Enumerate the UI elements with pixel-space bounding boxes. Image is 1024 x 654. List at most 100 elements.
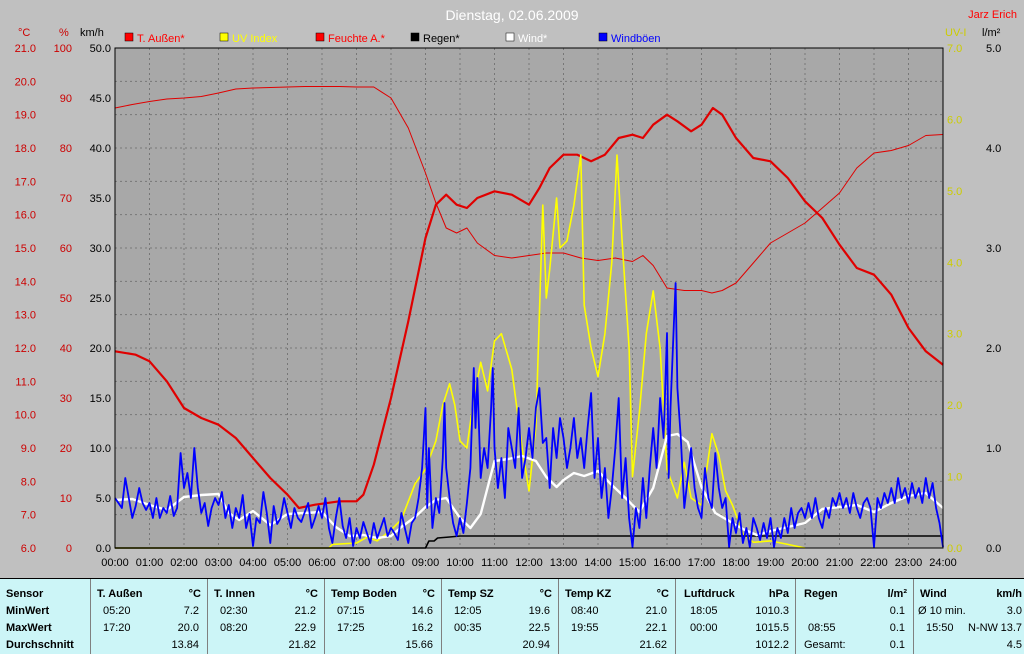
temp-tick-label: 19.0: [15, 110, 36, 122]
min-time: 02:30: [220, 605, 248, 617]
wind-tick-label: 30.0: [90, 243, 111, 255]
temp-tick-label: 16.0: [15, 210, 36, 222]
temp-tick-label: 6.0: [21, 543, 36, 555]
x-tick-label: 07:00: [343, 557, 371, 569]
temp-tick-label: 10.0: [15, 410, 36, 422]
humidity-tick-label: 80: [60, 143, 72, 155]
legend-swatch: [410, 32, 420, 42]
x-tick-label: 22:00: [860, 557, 888, 569]
min-value: 19.6: [528, 605, 550, 617]
x-tick-label: 14:00: [584, 557, 612, 569]
stats-unit: °C: [539, 588, 552, 600]
rain-tick-label: 4.0: [986, 143, 1001, 155]
legend-label: UV Index: [232, 33, 278, 45]
wind-tick-label: 5.0: [96, 493, 111, 505]
humidity-tick-label: 0: [66, 543, 72, 555]
uv-tick-label: 7.0: [947, 43, 962, 55]
total-value: 0.1: [889, 639, 905, 651]
rain-tick-label: 0.0: [986, 543, 1001, 555]
temp-tick-label: 8.0: [21, 476, 36, 488]
wind-tick-label: 25.0: [90, 293, 111, 305]
max-value: 16.2: [411, 622, 433, 634]
series-line-windböen: [114, 282, 944, 548]
max-time: 08:20: [220, 622, 248, 634]
min-time: 12:05: [454, 605, 482, 617]
humidity-tick-label: 30: [60, 393, 72, 405]
rain-axis-label: l/m²: [982, 27, 1001, 39]
max-direction: N-NW: [968, 622, 998, 634]
x-tick-label: 01:00: [136, 557, 164, 569]
min-value: 7.2: [183, 605, 199, 617]
temp-tick-label: 20.0: [15, 76, 36, 88]
wind-tick-label: 0.0: [96, 543, 111, 555]
avg-value: 1012.2: [755, 639, 789, 651]
min-value: 1010.3: [755, 605, 789, 617]
x-tick-label: 23:00: [895, 557, 923, 569]
max-time: 17:25: [337, 622, 365, 634]
x-tick-label: 03:00: [205, 557, 233, 569]
author-label: Jarz Erich: [968, 9, 1017, 21]
x-tick-label: 10:00: [446, 557, 474, 569]
legend-label: T. Außen*: [137, 33, 185, 45]
x-tick-label: 17:00: [688, 557, 716, 569]
humidity-tick-label: 50: [60, 293, 72, 305]
avg-value: 21.62: [639, 639, 667, 651]
max-time: 00:00: [690, 622, 718, 634]
series-line-feuchte-a: [114, 86, 944, 294]
stats-header: Luftdruck: [684, 588, 735, 600]
humidity-tick-label: 70: [60, 193, 72, 205]
avg-value: 20.94: [522, 639, 550, 651]
max-time: 00:35: [454, 622, 482, 634]
stats-col-regen: Regen l/m² 0.1 08:55 0.1 Gesamt: 0.1: [795, 579, 913, 654]
max-time: 15:50: [926, 622, 954, 634]
stats-header: Temp SZ: [448, 588, 494, 600]
humidity-tick-label: 90: [60, 93, 72, 105]
stats-table: Sensor MinWert MaxWert Durchschnitt T. A…: [0, 578, 1024, 654]
stats-col-luftdruck: Luftdruck hPa 18:05 1010.3 00:00 1015.5 …: [675, 579, 795, 654]
legend-swatch: [124, 32, 134, 42]
wind-tick-label: 35.0: [90, 193, 111, 205]
humidity-tick-label: 20: [60, 443, 72, 455]
legend-swatch: [505, 32, 515, 42]
uv-tick-label: 3.0: [947, 329, 962, 341]
stats-col-sensor: Sensor MinWert MaxWert Durchschnitt: [0, 579, 90, 654]
avg-value: 4.5: [1006, 639, 1022, 651]
stats-unit: hPa: [768, 588, 789, 600]
max-value: 1015.5: [755, 622, 789, 634]
x-tick-label: 19:00: [757, 557, 785, 569]
max-time: 17:20: [103, 622, 131, 634]
min-time: 05:20: [103, 605, 131, 617]
x-tick-label: 04:00: [239, 557, 267, 569]
uv-tick-label: 1.0: [947, 472, 962, 484]
stats-header: T. Außen: [97, 588, 143, 600]
max-value: 13.7: [1000, 622, 1022, 634]
x-tick-label: 18:00: [722, 557, 750, 569]
stats-col-temp-boden: Temp Boden °C 07:15 14.6 17:25 16.2 15.6…: [324, 579, 441, 654]
series-line-uv-index: [115, 154, 806, 549]
wind-tick-label: 15.0: [90, 393, 111, 405]
wind-tick-label: 10.0: [90, 443, 111, 455]
chart-title: Dienstag, 02.06.2009: [445, 7, 578, 23]
rain-tick-label: 3.0: [986, 243, 1001, 255]
stats-col-t-innen: T. Innen °C 02:30 21.2 08:20 22.9 21.82: [207, 579, 324, 654]
stats-col-temp-kz: Temp KZ °C 08:40 21.0 19:55 22.1 21.62: [558, 579, 675, 654]
stats-header: Wind: [920, 588, 947, 600]
uv-tick-label: 5.0: [947, 186, 962, 198]
weather-chart: 6.0 7.0 8.0 9.0 10.0 11.0 12.0 13.0 14.0 15.0 16.0…: [15, 7, 1017, 569]
temp-tick-label: 17.0: [15, 176, 36, 188]
legend-label: Regen*: [423, 33, 460, 45]
stats-header: T. Innen: [214, 588, 255, 600]
wind-tick-label: 50.0: [90, 43, 111, 55]
avg10-label: Ø 10 min.: [918, 605, 966, 617]
legend-label: Windböen: [611, 33, 661, 45]
humidity-tick-label: 40: [60, 343, 72, 355]
humidity-tick-label: 60: [60, 243, 72, 255]
max-value: 22.9: [294, 622, 316, 634]
x-tick-label: 09:00: [412, 557, 440, 569]
avg-value: 21.82: [288, 639, 316, 651]
row-label-min: MinWert: [6, 605, 50, 617]
stats-unit: °C: [422, 588, 435, 600]
x-tick-label: 16:00: [653, 557, 681, 569]
series-line-t-außen: [114, 106, 944, 510]
x-tick-label: 08:00: [377, 557, 405, 569]
